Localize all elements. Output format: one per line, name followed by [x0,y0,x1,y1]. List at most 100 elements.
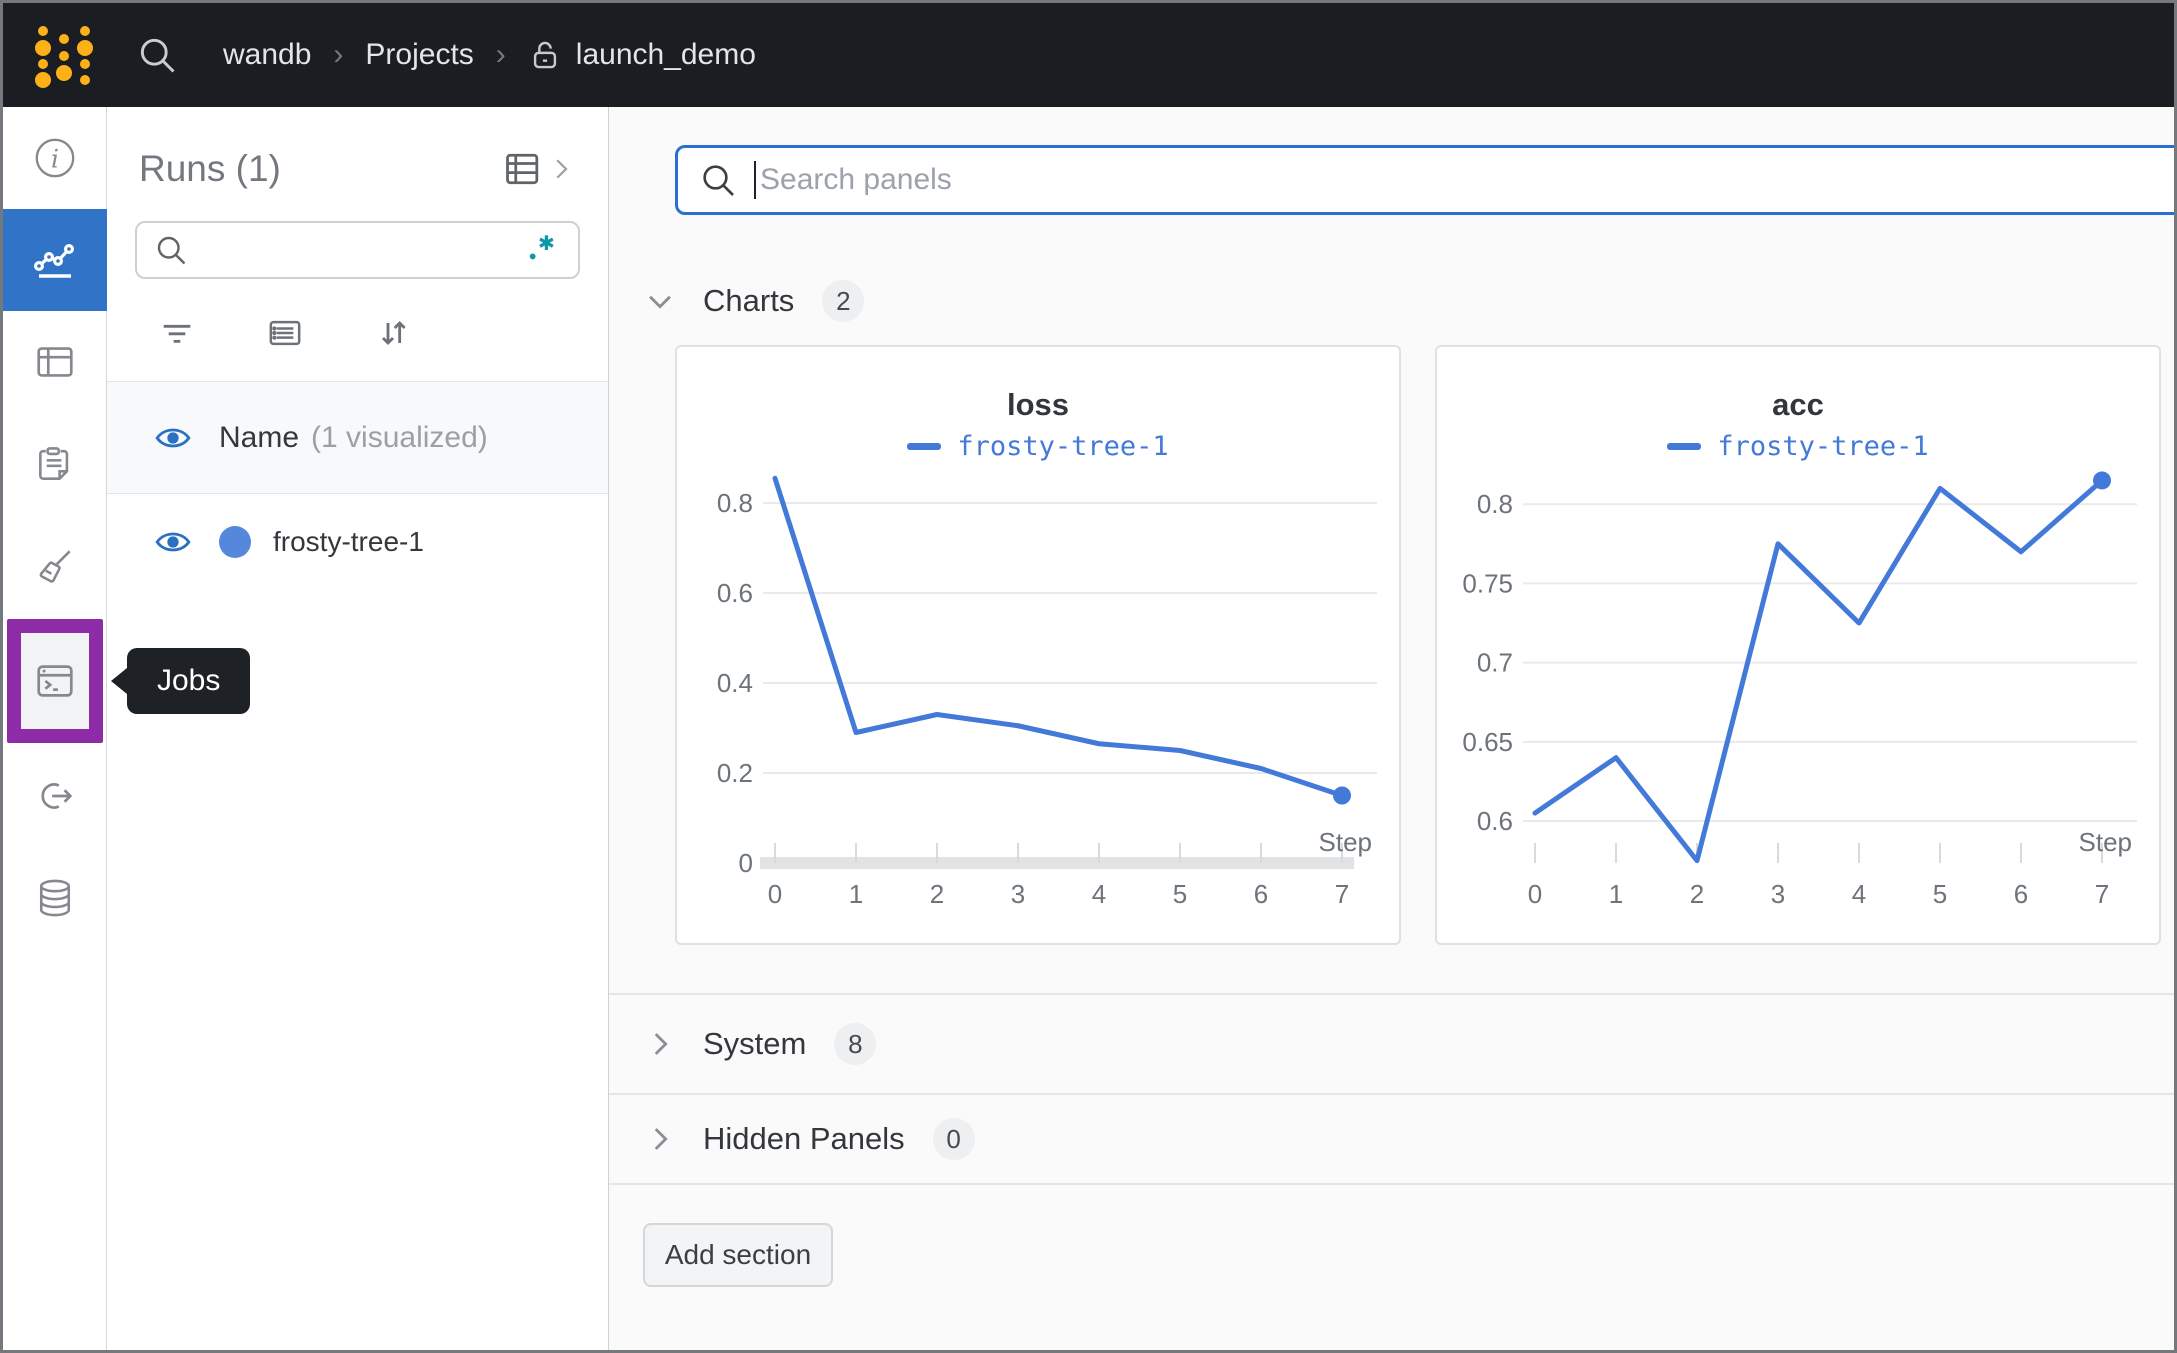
chart-title: loss [1006,387,1070,422]
breadcrumb-separator: › [333,38,344,71]
svg-text:3: 3 [1771,879,1785,909]
section-divider [609,993,2174,995]
breadcrumb-project-name[interactable]: launch_demo [575,38,756,71]
regex-toggle-icon[interactable] [518,228,562,272]
eye-icon[interactable] [153,418,193,458]
runs-search-box [135,221,580,279]
add-section-button[interactable]: Add section [643,1223,833,1287]
svg-text:3: 3 [1011,879,1025,909]
sidebar-item-overview[interactable]: i [3,107,107,209]
svg-text:5: 5 [1933,879,1947,909]
svg-text:6: 6 [1254,879,1268,909]
jobs-tooltip: Jobs [111,648,251,714]
legend-run-name: frosty-tree-1 [957,431,1169,462]
svg-text:0.8: 0.8 [1477,489,1513,519]
svg-text:0.2: 0.2 [717,758,753,788]
svg-text:0.7: 0.7 [1477,648,1513,678]
sidebar-item-runs-table[interactable] [3,311,107,413]
panel-search-input[interactable] [760,163,2174,197]
section-header-hidden-panels[interactable]: Hidden Panels 0 [609,1095,2174,1183]
legend-line-swatch [1667,443,1702,450]
sidebar-item-jobs[interactable] [6,619,103,743]
database-icon [39,879,70,917]
svg-text:5: 5 [1173,879,1187,909]
svg-text:Step: Step [2079,827,2133,857]
sidebar-item-reports[interactable] [3,413,107,515]
breadcrumb-projects[interactable]: Projects [365,38,474,71]
visualized-count: (1 visualized) [311,420,488,454]
svg-text:0: 0 [768,879,782,909]
svg-text:6: 6 [2014,879,2028,909]
group-button[interactable] [265,313,305,353]
sidebar-item-sweeps[interactable] [3,515,107,617]
lock-icon [528,38,562,72]
runs-name-header-row[interactable]: Name (1 visualized) [107,382,608,494]
svg-text:1: 1 [1609,879,1623,909]
tooltip-label: Jobs [157,664,221,697]
chart-panel-acc[interactable]: acc frosty-tree-1 0.6 0.65 0.7 0.75 0.8 0 1 2 3 4… [1435,345,2161,945]
runs-list: Name (1 visualized) frosty-tree-1 [107,381,608,590]
info-icon: i [35,138,74,178]
svg-text:0.6: 0.6 [717,578,753,608]
global-search-icon[interactable] [135,33,179,77]
section-label: Charts [703,283,795,318]
svg-text:0.8: 0.8 [717,488,753,518]
add-section-label: Add section [664,1239,812,1270]
chart-title: acc [1772,387,1824,422]
sidebar-item-workspace[interactable] [3,209,107,311]
tooltip-arrow [111,668,127,694]
charts-row: loss frosty-tree-1 0 0.2 0.4 0.6 0.8 0 1 2 3 4 5 6 7… [675,345,2174,945]
sort-button[interactable] [373,313,413,353]
section-header-system[interactable]: System 8 [609,995,2174,1093]
section-header-charts[interactable]: Charts 2 [643,279,2174,323]
line-chart-icon [33,244,74,278]
run-row-frosty-tree-1[interactable]: frosty-tree-1 [107,494,608,590]
broom-icon [39,550,71,583]
sidebar-item-artifacts[interactable] [3,847,107,949]
section-divider [609,1093,2174,1095]
section-label: Hidden Panels [703,1121,905,1156]
eye-icon[interactable] [153,522,193,562]
app-body: i [3,107,2174,1350]
chart-panel-loss[interactable]: loss frosty-tree-1 0 0.2 0.4 0.6 0.8 0 1 2 3 4 5 6 7… [675,345,1401,945]
sort-arrows-icon [381,320,406,346]
section-count-badge: 8 [834,1023,877,1065]
link-out-icon [40,783,72,809]
run-name: frosty-tree-1 [273,526,424,557]
svg-text:4: 4 [1092,879,1106,909]
chevron-right-icon [556,159,568,179]
section-label: System [703,1026,807,1061]
chevron-right-icon [654,1128,668,1150]
search-icon [157,236,186,265]
breadcrumb-separator: › [495,38,506,71]
runs-panel: Runs (1) [107,107,609,1350]
svg-text:7: 7 [2095,879,2109,909]
left-icon-sidebar: i [3,107,107,1350]
section-count-badge: 0 [932,1118,975,1160]
sidebar-item-automations[interactable] [3,745,107,847]
runs-table-icon [506,153,539,185]
svg-text:i: i [51,145,59,174]
filter-button[interactable] [157,313,197,353]
svg-text:2: 2 [1690,879,1704,909]
svg-text:0: 0 [1528,879,1542,909]
filter-icon [163,324,191,343]
workspace-main: Charts 2 loss frosty-tree-1 0 0.2 0.4 0.6 0.… [609,107,2174,1350]
svg-text:0.75: 0.75 [1462,568,1513,598]
clipboard-icon [38,447,68,480]
svg-text:0.6: 0.6 [1477,806,1513,836]
breadcrumb-entity[interactable]: wandb [223,38,312,71]
name-column-header: Name [219,420,300,454]
svg-text:2: 2 [930,879,944,909]
wandb-logo[interactable] [33,20,95,90]
runs-search-input[interactable] [199,234,518,266]
legend-line-swatch [907,443,942,450]
svg-text:0.4: 0.4 [717,668,753,698]
svg-text:0.65: 0.65 [1462,727,1513,757]
expand-runs-table-button[interactable] [502,147,576,191]
chart-legend: frosty-tree-1 [677,431,1399,462]
svg-text:Step: Step [1319,827,1373,857]
list-icon [269,320,301,346]
svg-text:7: 7 [1335,879,1349,909]
runs-panel-title: Runs (1) [139,148,281,189]
